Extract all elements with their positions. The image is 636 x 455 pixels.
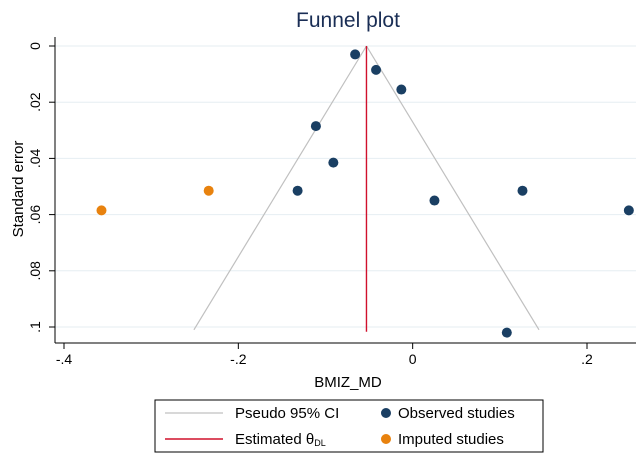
y-tick-label: .04 — [27, 148, 43, 168]
observed-study-point — [517, 185, 528, 196]
ci-line-left — [193, 45, 367, 331]
y-axis-label: Standard error — [10, 141, 27, 238]
legend: Pseudo 95% CI Estimated θDL Observed stu… — [154, 399, 544, 453]
imputed-study-point — [203, 185, 214, 196]
chart-title: Funnel plot — [296, 9, 400, 32]
legend-observed-marker — [381, 408, 391, 418]
data-points — [96, 49, 634, 338]
imputed-study-point — [96, 205, 107, 216]
y-tick-label: .02 — [27, 92, 43, 112]
y-tick-label: 0 — [27, 42, 43, 50]
y-tick-label: .08 — [27, 261, 43, 281]
x-tick-label: 0 — [409, 351, 417, 367]
y-tick-label: .06 — [27, 205, 43, 225]
legend-estimate-text: Estimated θ — [235, 431, 314, 448]
pseudo-ci-lines — [193, 45, 540, 331]
legend-imputed-marker — [381, 434, 391, 444]
legend-ci-label: Pseudo 95% CI — [235, 405, 339, 422]
observed-study-point — [292, 185, 303, 196]
observed-study-point — [623, 205, 634, 216]
legend-observed-label: Observed studies — [398, 405, 515, 422]
legend-estimate-label: Estimated θDL — [235, 431, 326, 448]
x-axis-label: BMIZ_MD — [314, 374, 382, 391]
observed-study-point — [501, 327, 512, 338]
observed-study-point — [371, 64, 382, 75]
legend-box — [154, 399, 544, 453]
observed-study-point — [396, 84, 407, 95]
observed-study-point — [310, 121, 321, 132]
x-tick-label: -.2 — [230, 351, 247, 367]
axes: 0 .02 .04 .06 .08 .1 -.4 -.2 0 .2 — [27, 37, 636, 367]
legend-imputed-label: Imputed studies — [398, 431, 504, 448]
ci-line-right — [365, 45, 540, 331]
x-tick-label: .2 — [581, 351, 593, 367]
y-tick-label: .1 — [27, 321, 43, 333]
observed-study-point — [350, 49, 361, 60]
observed-study-point — [328, 157, 339, 168]
observed-study-point — [429, 195, 440, 206]
grid-lines — [55, 45, 636, 328]
legend-estimate-subscript: DL — [314, 438, 326, 448]
x-tick-label: -.4 — [56, 351, 73, 367]
